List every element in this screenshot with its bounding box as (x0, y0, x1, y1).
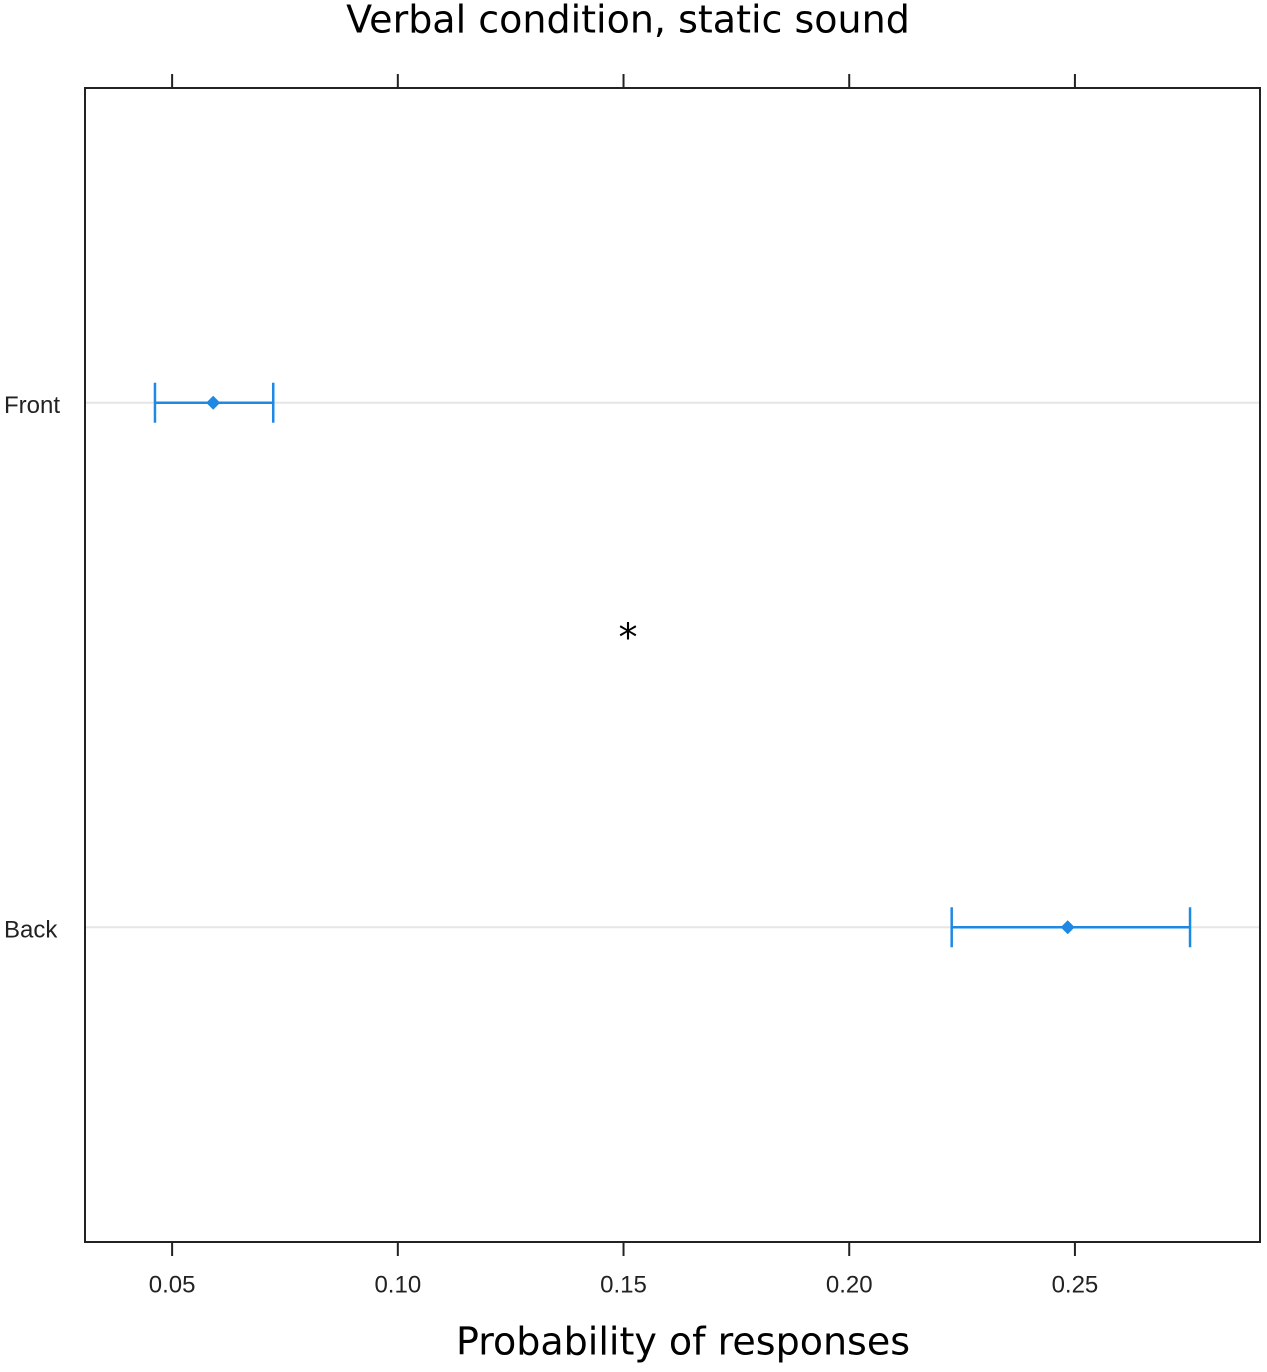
x-tick-label: 0.15 (600, 1271, 647, 1298)
chart-title: Verbal condition, static sound (346, 0, 910, 42)
annotation: * (619, 616, 638, 660)
x-tick-label: 0.25 (1052, 1271, 1099, 1298)
point (206, 395, 221, 410)
plot-frame (84, 87, 1261, 1243)
y-tick-label: Front (4, 392, 60, 419)
x-tick-label: 0.05 (149, 1271, 196, 1298)
x-tick-label: 0.10 (374, 1271, 421, 1298)
x-axis-label: Probability of responses (456, 1320, 910, 1364)
y-tick-label: Back (4, 917, 58, 944)
x-tick-label: 0.20 (826, 1271, 873, 1298)
point (1060, 920, 1075, 935)
